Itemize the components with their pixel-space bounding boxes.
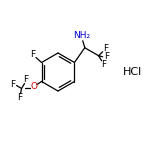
- Text: F: F: [10, 80, 15, 89]
- Text: NH₂: NH₂: [73, 31, 90, 40]
- Text: O: O: [30, 82, 37, 91]
- Text: F: F: [23, 75, 28, 84]
- Text: F: F: [30, 50, 35, 59]
- Text: F: F: [101, 60, 106, 69]
- Text: F: F: [17, 93, 22, 102]
- Text: F: F: [104, 52, 109, 61]
- Text: HCl: HCl: [122, 67, 142, 77]
- Text: F: F: [103, 44, 108, 53]
